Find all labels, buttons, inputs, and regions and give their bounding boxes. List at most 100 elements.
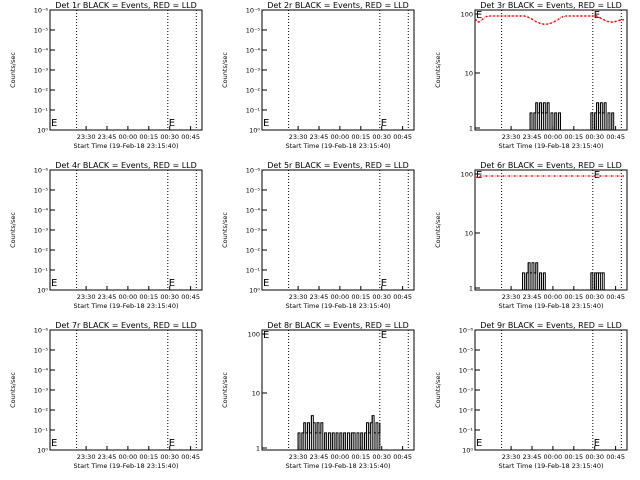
y-tick-label: 10⁻⁵ bbox=[34, 347, 49, 355]
lld-point bbox=[512, 15, 514, 17]
lld-point bbox=[523, 15, 526, 17]
x-tick-label: 23:45 bbox=[523, 133, 542, 141]
event-marker: E bbox=[476, 170, 482, 181]
event-marker: E bbox=[51, 438, 57, 449]
y-tick-label: 10⁰ bbox=[37, 447, 48, 455]
x-tick-label: 00:30 bbox=[372, 133, 391, 141]
y-axis-label: Counts/sec bbox=[9, 212, 17, 248]
y-axis-label: Counts/sec bbox=[434, 52, 442, 88]
lld-point bbox=[559, 175, 562, 177]
plot-frame bbox=[49, 169, 203, 291]
y-tick-label: 10⁻² bbox=[34, 87, 49, 95]
x-axis-label: Start Time (19-Feb-18 23:15:40) bbox=[286, 302, 391, 310]
event-marker: E bbox=[476, 10, 482, 21]
y-tick-label: 100 bbox=[461, 171, 473, 179]
x-axis-label: Start Time (19-Feb-18 23:15:40) bbox=[286, 142, 391, 150]
panel-title: Det 3r BLACK = Events, RED = LLD bbox=[480, 1, 622, 10]
plot-frame bbox=[474, 169, 628, 291]
panel-title: Det 4r BLACK = Events, RED = LLD bbox=[55, 161, 197, 170]
x-tick-label: 00:45 bbox=[606, 453, 625, 461]
x-axis-label: Start Time (19-Feb-18 23:15:40) bbox=[499, 462, 604, 470]
y-tick-label: 10⁻⁵ bbox=[34, 187, 49, 195]
y-tick-label: 10⁻¹ bbox=[246, 267, 261, 275]
x-axis-label: Start Time (19-Feb-18 23:15:40) bbox=[74, 142, 179, 150]
x-tick-label: 00:00 bbox=[331, 453, 350, 461]
y-axis-label: Counts/sec bbox=[221, 212, 229, 248]
x-tick-label: 23:30 bbox=[502, 133, 521, 141]
panel-title: Det 2r BLACK = Events, RED = LLD bbox=[267, 1, 409, 10]
x-tick-label: 00:45 bbox=[393, 453, 412, 461]
x-tick-label: 23:30 bbox=[77, 133, 96, 141]
panel-5: Det 5r BLACK = Events, RED = LLD 10⁰ 10⁻¹ 1… bbox=[221, 161, 415, 310]
y-tick-label: 10⁰ bbox=[37, 127, 48, 135]
x-tick-label: 00:15 bbox=[139, 293, 158, 301]
panel-title: Det 5r BLACK = Events, RED = LLD bbox=[267, 161, 409, 170]
lld-point bbox=[542, 23, 545, 26]
x-tick-label: 00:45 bbox=[393, 293, 412, 301]
plot-frame bbox=[49, 329, 203, 451]
event-marker: E bbox=[169, 438, 175, 449]
events-series-line bbox=[296, 415, 381, 451]
y-tick-label: 10⁻² bbox=[246, 87, 261, 95]
x-tick-label: 23:45 bbox=[98, 453, 117, 461]
lld-point bbox=[491, 175, 493, 177]
x-tick-label: 00:45 bbox=[181, 293, 200, 301]
y-tick-label: 10⁻² bbox=[459, 407, 474, 415]
x-tick-label: 23:45 bbox=[310, 133, 329, 141]
x-tick-label: 23:45 bbox=[523, 453, 542, 461]
y-axis-label: Counts/sec bbox=[221, 372, 229, 408]
y-tick-label: 10⁻⁶ bbox=[34, 167, 49, 175]
lld-point bbox=[576, 15, 579, 17]
x-tick-label: 00:15 bbox=[564, 293, 583, 301]
lld-point bbox=[571, 175, 573, 177]
x-tick-label: 23:45 bbox=[523, 293, 542, 301]
lld-point bbox=[591, 15, 594, 17]
x-tick-label: 23:30 bbox=[77, 453, 96, 461]
y-tick-label: 10⁻⁴ bbox=[459, 367, 474, 375]
panel-title: Det 9r BLACK = Events, RED = LLD bbox=[480, 321, 622, 330]
x-tick-label: 23:30 bbox=[77, 293, 96, 301]
lld-point bbox=[536, 175, 539, 177]
y-tick-label: 1 bbox=[469, 125, 473, 133]
plot-frame bbox=[49, 9, 203, 131]
lld-series-line bbox=[475, 15, 624, 25]
x-tick-label: 00:15 bbox=[139, 133, 158, 141]
y-tick-label: 10⁰ bbox=[37, 287, 48, 295]
event-marker: E bbox=[381, 330, 387, 341]
panel-7: Det 7r BLACK = Events, RED = LLD 10⁰ 10⁻¹ 1… bbox=[9, 321, 203, 470]
event-marker: E bbox=[51, 118, 57, 129]
lld-point bbox=[588, 15, 590, 17]
lld-point bbox=[610, 175, 613, 177]
x-tick-label: 00:00 bbox=[119, 453, 138, 461]
x-tick-label: 00:45 bbox=[181, 133, 200, 141]
y-axis-label: Counts/sec bbox=[434, 212, 442, 248]
event-marker: E bbox=[476, 438, 482, 449]
event-marker: E bbox=[263, 278, 269, 289]
y-axis-label: Counts/sec bbox=[9, 52, 17, 88]
y-tick-label: 10⁻³ bbox=[246, 67, 261, 75]
y-tick-label: 10⁻² bbox=[246, 247, 261, 255]
event-marker: E bbox=[594, 438, 600, 449]
y-tick-label: 100 bbox=[248, 331, 260, 339]
y-tick-label: 10⁻² bbox=[34, 247, 49, 255]
x-tick-label: 00:30 bbox=[160, 293, 179, 301]
x-tick-label: 00:15 bbox=[351, 293, 370, 301]
x-tick-label: 00:30 bbox=[160, 453, 179, 461]
y-tick-label: 10 bbox=[465, 230, 473, 238]
y-tick-label: 10⁻⁶ bbox=[459, 327, 474, 335]
panel-title: Det 1r BLACK = Events, RED = LLD bbox=[55, 1, 197, 10]
y-tick-label: 1 bbox=[256, 445, 260, 453]
panel-title: Det 8r BLACK = Events, RED = LLD bbox=[267, 321, 409, 330]
event-marker: E bbox=[169, 118, 175, 129]
y-tick-label: 10⁻⁵ bbox=[246, 187, 261, 195]
x-tick-label: 00:00 bbox=[544, 133, 563, 141]
panel-8: Det 8r BLACK = Events, RED = LLD 100 10 1 23… bbox=[221, 321, 415, 470]
x-axis-label: Start Time (19-Feb-18 23:15:40) bbox=[499, 302, 604, 310]
x-tick-label: 00:30 bbox=[372, 293, 391, 301]
lld-point bbox=[525, 175, 528, 177]
x-axis-label: Start Time (19-Feb-18 23:15:40) bbox=[499, 142, 604, 150]
x-tick-label: 00:15 bbox=[564, 453, 583, 461]
lld-point bbox=[531, 175, 533, 177]
x-tick-label: 00:15 bbox=[351, 453, 370, 461]
